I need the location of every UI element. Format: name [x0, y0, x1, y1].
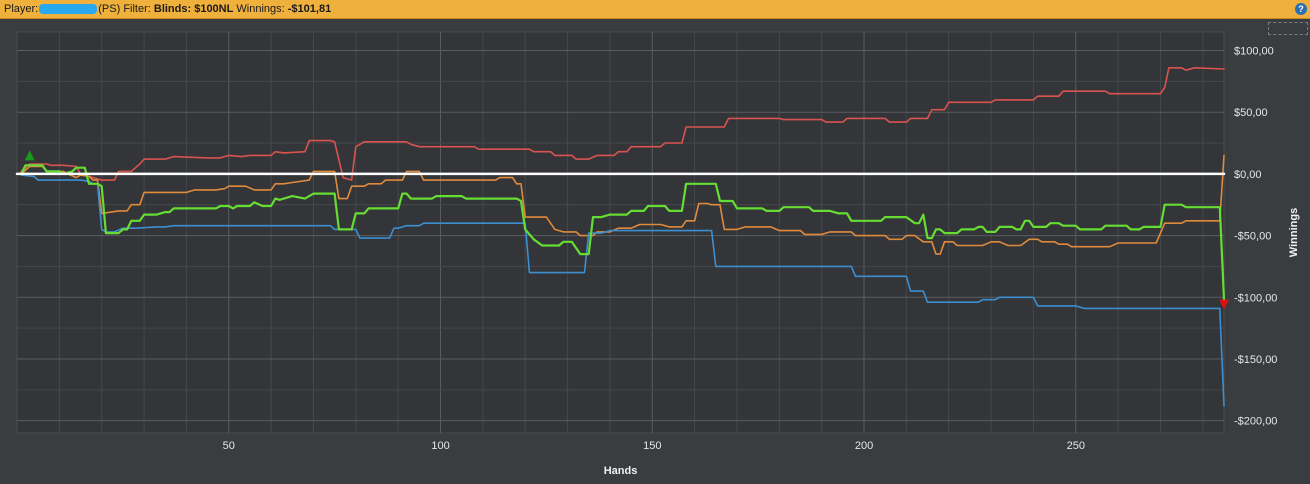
filter-label: Filter:	[123, 3, 151, 15]
marker-triangle-up	[24, 150, 35, 161]
player-name-redacted	[39, 4, 98, 14]
plot-area	[16, 31, 1225, 434]
chart-options-box[interactable]	[1268, 22, 1308, 35]
y-axis-ticks: $100,00 $50,00 $0,00 -$50,00 -$100,00 -$150,0…	[1234, 46, 1277, 428]
header-bar: Player: (PS) Filter: Blinds: $100NL Winn…	[0, 0, 1310, 19]
y-axis-title: Winnings	[1288, 208, 1300, 257]
filter-value: Blinds: $100NL	[153, 3, 234, 15]
winnings-label: Winnings:	[236, 3, 285, 15]
y-tick-label: -$50,00	[1234, 231, 1271, 243]
x-tick-label: 150	[643, 440, 661, 452]
x-tick-label: 200	[855, 440, 873, 452]
x-axis-title: Hands	[604, 465, 638, 477]
x-tick-label: 100	[431, 440, 449, 452]
series-markers	[24, 150, 1229, 310]
series-line-blue-series	[20, 174, 1225, 407]
series-line-red-series	[20, 67, 1225, 181]
series-lines	[15, 67, 1226, 407]
y-tick-label: -$150,00	[1234, 354, 1277, 366]
y-tick-label: $100,00	[1234, 46, 1274, 58]
winnings-value: -$101,81	[287, 3, 332, 15]
help-icon[interactable]: ?	[1295, 3, 1307, 15]
x-tick-label: 250	[1067, 440, 1085, 452]
y-tick-label: -$100,00	[1234, 292, 1277, 304]
player-label: Player:	[4, 3, 39, 15]
series-line-green-series	[20, 164, 1226, 301]
x-axis-ticks: 50 100 150 200 250	[223, 440, 1085, 452]
player-site: (PS)	[98, 3, 121, 15]
x-tick-label: 50	[223, 440, 235, 452]
y-tick-label: $50,00	[1234, 107, 1268, 119]
y-tick-label: -$200,00	[1234, 416, 1277, 428]
y-tick-label: $0,00	[1234, 169, 1262, 181]
marker-triangle-down	[1219, 299, 1229, 310]
